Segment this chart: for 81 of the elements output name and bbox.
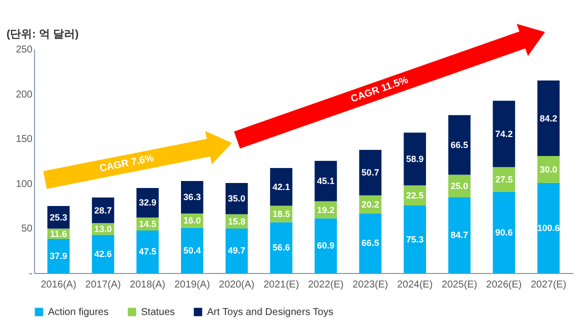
data-label: 45.1: [317, 176, 335, 186]
y-tick-label: -: [29, 268, 32, 280]
data-label: 11.6: [50, 228, 68, 239]
x-tick-label: 2025(E): [442, 280, 478, 290]
y-axis-title: (단위: 억 달러): [6, 28, 79, 40]
data-label: 90.6: [495, 227, 513, 238]
data-label: 66.5: [450, 140, 468, 150]
annotation: CAGR 11.5%: [350, 74, 410, 106]
data-label: 74.2: [495, 128, 513, 139]
data-label: 25.3: [50, 212, 68, 222]
x-tick-label: 2020(A): [218, 280, 254, 290]
legend-label: Statues: [141, 307, 175, 318]
bar: [537, 182, 560, 273]
bar: [492, 192, 516, 273]
data-label: 15.8: [228, 216, 246, 226]
data-label: 35.0: [228, 194, 246, 204]
y-tick-label: 100: [16, 178, 33, 190]
data-label: 30.0: [540, 164, 558, 174]
data-label: 32.9: [138, 198, 156, 208]
y-tick-label: 250: [16, 44, 33, 56]
bar: [181, 228, 204, 273]
bar: [136, 230, 159, 273]
x-tick-label: 2026(E): [486, 280, 522, 290]
data-label: 36.3: [183, 192, 201, 202]
bar: [181, 180, 204, 214]
data-label: 14.5: [138, 218, 156, 229]
bar: [270, 222, 292, 273]
data-label: 18.5: [272, 209, 290, 219]
x-tick-label: 2024(E): [397, 280, 433, 290]
x-tick-label: 2021(E): [263, 280, 300, 290]
data-label: 58.9: [406, 154, 424, 164]
x-tick-label: 2017(A): [85, 280, 121, 290]
x-tick-label: 2027(E): [530, 280, 566, 290]
legend-label: Art Toys and Designers Toys: [207, 307, 334, 318]
bar: [404, 132, 426, 186]
data-label: 49.7: [228, 246, 246, 256]
data-label: 50.7: [362, 168, 380, 178]
y-tick-label: 50: [21, 224, 33, 235]
data-label: 75.3: [406, 234, 424, 244]
bar: [314, 218, 337, 273]
bar: [359, 213, 382, 273]
annotation: CAGR 7.6%: [98, 153, 155, 175]
bar: [270, 168, 292, 206]
data-label: 37.9: [50, 251, 68, 262]
bar: [226, 228, 248, 273]
x-tick-label: 2016(A): [40, 280, 76, 290]
bar: [47, 239, 70, 273]
data-label: 27.5: [495, 174, 513, 184]
x-tick-label: 2023(E): [352, 280, 388, 290]
data-label: 25.0: [450, 180, 468, 191]
data-label: 47.5: [138, 246, 156, 257]
x-tick-label: 2018(A): [130, 280, 166, 290]
data-label: 56.6: [272, 242, 290, 253]
data-label: 42.6: [94, 248, 112, 259]
bar: [92, 234, 114, 273]
bar: [448, 115, 471, 175]
data-label: 84.7: [450, 230, 468, 240]
bar: [226, 182, 248, 214]
data-label: 16.0: [183, 216, 201, 226]
data-label: 66.5: [362, 238, 380, 248]
data-label: 13.0: [94, 224, 112, 234]
data-label: 60.9: [317, 240, 335, 251]
data-label: 20.2: [362, 199, 380, 210]
x-tick-label: 2019(A): [174, 280, 210, 290]
data-label: 100.6: [537, 222, 560, 233]
y-tick-label: 200: [16, 89, 33, 100]
bar: [404, 206, 426, 273]
bar: [537, 80, 560, 156]
x-tick-label: 2022(E): [308, 280, 344, 290]
y-tick-label: 150: [16, 134, 33, 146]
data-label: 50.4: [183, 245, 201, 256]
legend-label: Action figures: [48, 307, 109, 318]
bar: [359, 150, 382, 196]
bar: [492, 100, 516, 168]
bar: [448, 197, 471, 273]
bar: [314, 160, 337, 202]
data-label: 84.2: [540, 113, 558, 124]
data-label: 28.7: [94, 205, 112, 216]
data-label: 42.1: [272, 182, 290, 192]
data-label: 22.5: [406, 190, 424, 200]
data-label: 19.2: [317, 204, 335, 215]
